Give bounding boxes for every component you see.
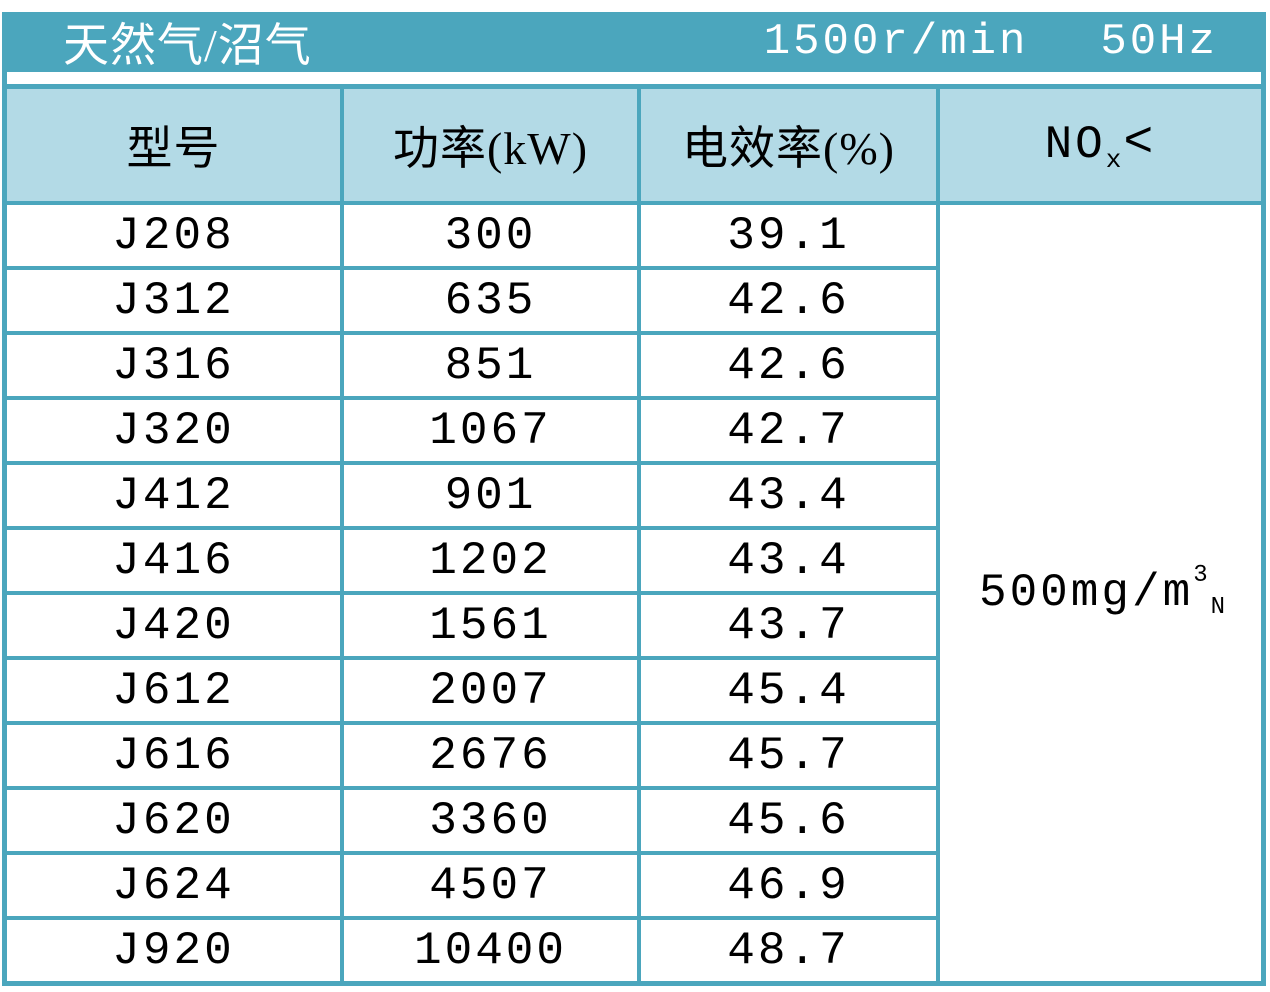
power-cell: 901 xyxy=(344,465,637,526)
column-header-nox: NO x < xyxy=(940,89,1261,201)
efficiency-cell: 42.7 xyxy=(641,400,936,461)
engine-speed-label: 1500r/min xyxy=(763,17,1029,67)
efficiency-cell: 45.6 xyxy=(641,790,936,851)
nox-base: NO xyxy=(1044,119,1106,171)
nox-limit-base: 500mg/m xyxy=(978,567,1194,619)
nox-limit-subscript: N xyxy=(1210,593,1226,621)
model-cell: J320 xyxy=(7,400,340,461)
column-header-model-label: 型号 xyxy=(126,123,221,174)
model-cell: J616 xyxy=(7,725,340,786)
spec-grid: 型号 功率(kW) 电效率(%) NO x < 500mg/m 3 N J208 300… xyxy=(2,84,1266,986)
model-cell: J416 xyxy=(7,530,340,591)
power-cell: 1561 xyxy=(344,595,637,656)
model-cell: J316 xyxy=(7,335,340,396)
frequency-label: 50Hz xyxy=(1100,17,1218,67)
efficiency-cell: 43.7 xyxy=(641,595,936,656)
model-cell: J412 xyxy=(7,465,340,526)
power-cell: 300 xyxy=(344,205,637,266)
column-header-efficiency: 电效率(%) xyxy=(641,89,936,201)
power-cell: 2007 xyxy=(344,660,637,721)
efficiency-cell: 45.7 xyxy=(641,725,936,786)
efficiency-cell: 48.7 xyxy=(641,920,936,981)
column-header-model: 型号 xyxy=(7,89,340,201)
model-cell: J312 xyxy=(7,270,340,331)
efficiency-cell: 43.4 xyxy=(641,465,936,526)
table-title-bar: 天然气/沼气 1500r/min 50Hz xyxy=(2,12,1266,72)
title-divider xyxy=(7,72,1261,84)
power-cell: 1067 xyxy=(344,400,637,461)
power-cell: 3360 xyxy=(344,790,637,851)
power-cell: 10400 xyxy=(344,920,637,981)
power-cell: 1202 xyxy=(344,530,637,591)
nox-limit-cell: 500mg/m 3 N xyxy=(940,205,1261,981)
efficiency-cell: 43.4 xyxy=(641,530,936,591)
column-header-power-label: 功率(kW) xyxy=(392,123,589,174)
engine-spec-table: 天然气/沼气 1500r/min 50Hz 型号 功率(kW) 电效率(%) N… xyxy=(2,12,1266,986)
power-cell: 2676 xyxy=(344,725,637,786)
model-cell: J420 xyxy=(7,595,340,656)
efficiency-cell: 42.6 xyxy=(641,335,936,396)
efficiency-cell: 46.9 xyxy=(641,855,936,916)
model-cell: J624 xyxy=(7,855,340,916)
power-cell: 635 xyxy=(344,270,637,331)
model-cell: J612 xyxy=(7,660,340,721)
fuel-type-label: 天然气/沼气 xyxy=(63,20,312,71)
efficiency-cell: 45.4 xyxy=(641,660,936,721)
power-cell: 4507 xyxy=(344,855,637,916)
power-cell: 851 xyxy=(344,335,637,396)
model-cell: J920 xyxy=(7,920,340,981)
model-cell: J208 xyxy=(7,205,340,266)
model-cell: J620 xyxy=(7,790,340,851)
nox-subscript: x xyxy=(1105,145,1122,175)
nox-limit-superscript: 3 xyxy=(1193,561,1208,589)
efficiency-cell: 42.6 xyxy=(641,270,936,331)
less-than-symbol: < xyxy=(1123,114,1157,172)
efficiency-cell: 39.1 xyxy=(641,205,936,266)
column-header-power: 功率(kW) xyxy=(344,89,637,201)
column-header-efficiency-label: 电效率(%) xyxy=(682,123,895,174)
